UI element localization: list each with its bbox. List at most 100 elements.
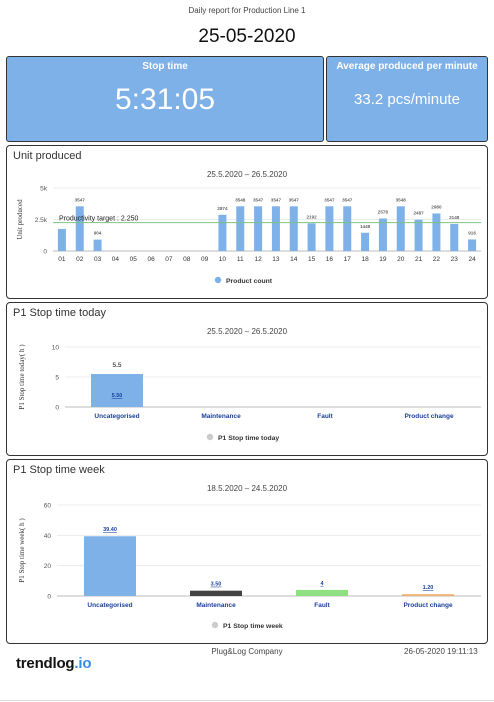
y-tick-label: 40	[44, 533, 52, 540]
bar-data-label: 3547	[324, 197, 335, 202]
report-date: 25-05-2020	[198, 26, 296, 47]
bar-product-count	[432, 213, 441, 251]
y-tick-label: 5	[55, 375, 59, 382]
bar-data-label: 39.40	[103, 527, 117, 533]
trendlog-logo: trendlog.io	[16, 655, 92, 672]
y-axis-label: P1 Stop time today( h )	[18, 344, 26, 410]
footer-company: Plug&Log Company	[211, 647, 283, 656]
x-tick-label: 05	[130, 256, 138, 263]
page-divider	[0, 700, 494, 701]
bar-data-label: 3547	[271, 197, 282, 202]
bar-product-count	[307, 223, 316, 251]
report-title: Daily report for Production Line 1	[188, 6, 306, 15]
x-tick-label: 18	[361, 256, 369, 263]
x-category-label: Fault	[317, 413, 333, 420]
legend-label: P1 Stop time week	[223, 623, 283, 630]
x-tick-label: 22	[433, 256, 441, 263]
x-tick-label: 14	[290, 256, 298, 263]
x-category-label: Fault	[314, 602, 330, 609]
stop-time-today-chart: 25.5.2020 – 26.5.2020 P1 Stop time today(…	[18, 327, 481, 442]
bar-data-label: 2578	[378, 210, 389, 215]
bar-inner-label: 5.50	[112, 393, 123, 399]
x-tick-label: 17	[344, 256, 352, 263]
bar-data-label: 4	[320, 581, 324, 587]
bar-data-label: 3547	[289, 197, 300, 202]
legend-marker	[211, 621, 219, 629]
x-tick-label: 16	[326, 256, 334, 263]
bar-data-label: 5.5	[112, 362, 121, 369]
y-tick-label: 60	[44, 503, 52, 510]
y-tick-label: 2.5k	[35, 217, 48, 224]
bar-data-label: 916	[468, 230, 476, 235]
bar-product-count	[325, 206, 334, 251]
bar-product-count	[75, 206, 84, 251]
bar-data-label: 1448	[360, 224, 371, 229]
x-tick-label: 07	[165, 256, 173, 263]
stop-time-week-panel: P1 Stop time week 18.5.2020 – 24.5.2020 P…	[6, 459, 488, 644]
stop-time-week-chart: 18.5.2020 – 24.5.2020 P1 Stop time week( …	[18, 484, 481, 630]
y-tick-label: 0	[55, 405, 59, 412]
kpi-stop-time-label: Stop time	[142, 61, 188, 72]
legend-marker	[206, 433, 214, 441]
bar-data-label: 3547	[75, 197, 86, 202]
kpi-average-produced: Average produced per minute 33.2 pcs/min…	[326, 56, 488, 142]
x-category-label: Uncategorised	[87, 602, 132, 609]
x-tick-label: 13	[272, 256, 280, 263]
stop-time-today-panel-title: P1 Stop time today	[13, 307, 106, 319]
bar-product-count	[343, 206, 352, 251]
bar-product-count	[396, 206, 405, 251]
bar-product-count	[271, 206, 280, 251]
bar-data-label: 3547	[342, 197, 353, 202]
bar-stop-time-week	[84, 536, 136, 596]
x-tick-label: 06	[147, 256, 155, 263]
kpi-average-produced-label: Average produced per minute	[336, 61, 478, 72]
bar-product-count	[254, 206, 263, 251]
x-category-label: Maintenance	[196, 602, 236, 609]
x-tick-label: 04	[112, 256, 120, 263]
y-tick-label: 10	[52, 345, 60, 352]
x-tick-label: 01	[58, 256, 66, 263]
x-category-label: Product change	[404, 413, 454, 420]
x-category-label: Product change	[403, 602, 453, 609]
bar-data-label: 3548	[396, 197, 407, 202]
x-tick-label: 19	[379, 256, 387, 263]
bar-product-count	[414, 219, 423, 251]
bar-data-label: 904	[94, 231, 102, 236]
stop-time-today-panel: P1 Stop time today 25.5.2020 – 26.5.2020…	[6, 302, 488, 456]
x-tick-label: 09	[201, 256, 209, 263]
unit-produced-panel-title: Unit produced	[13, 150, 82, 162]
x-tick-label: 08	[183, 256, 191, 263]
bar-data-label: 3.50	[211, 582, 222, 588]
bar-product-count	[361, 232, 370, 251]
bar-data-label: 2874	[217, 206, 228, 211]
bar-product-count	[93, 239, 102, 251]
bar-product-count	[218, 214, 227, 251]
chart-subtitle: 18.5.2020 – 24.5.2020	[207, 484, 288, 493]
y-axis-label: Unit produced	[16, 199, 24, 240]
bar-data-label: 1.20	[423, 585, 434, 591]
x-tick-label: 15	[308, 256, 316, 263]
x-category-label: Maintenance	[201, 413, 241, 420]
bar-data-label: 3547	[253, 197, 264, 202]
y-axis-label: P1 Stop time week( h )	[18, 518, 26, 583]
x-tick-label: 11	[237, 256, 244, 263]
y-tick-label: 0	[43, 249, 47, 256]
unit-produced-panel: Unit produced 25.5.2020 – 26.5.2020 Unit …	[6, 145, 488, 299]
bar-data-label: 2487	[413, 211, 424, 216]
kpi-average-produced-value: 33.2 pcs/minute	[354, 91, 460, 108]
chart-subtitle: 25.5.2020 – 26.5.2020	[207, 327, 288, 336]
footer-timestamp: 26-05-2020 19:11:13	[404, 647, 478, 656]
unit-produced-chart: 25.5.2020 – 26.5.2020 Unit produced 0 2.5k 5…	[16, 170, 481, 285]
y-tick-label: 20	[44, 563, 52, 570]
bar-data-label: 2192	[306, 214, 317, 219]
logo-suffix-text: .io	[74, 655, 92, 672]
bar-product-count	[289, 206, 298, 251]
y-tick-label: 5k	[40, 186, 48, 193]
bar-stop-time-week	[402, 594, 454, 596]
legend-label: P1 Stop time today	[218, 435, 279, 442]
x-tick-label: 12	[254, 256, 262, 263]
bar-data-label: 3548	[235, 197, 246, 202]
bar-stop-time-week	[190, 590, 242, 596]
target-line-label: Productivity target : 2.250	[59, 216, 138, 223]
kpi-stop-time: Stop time 5:31:05	[6, 56, 324, 142]
